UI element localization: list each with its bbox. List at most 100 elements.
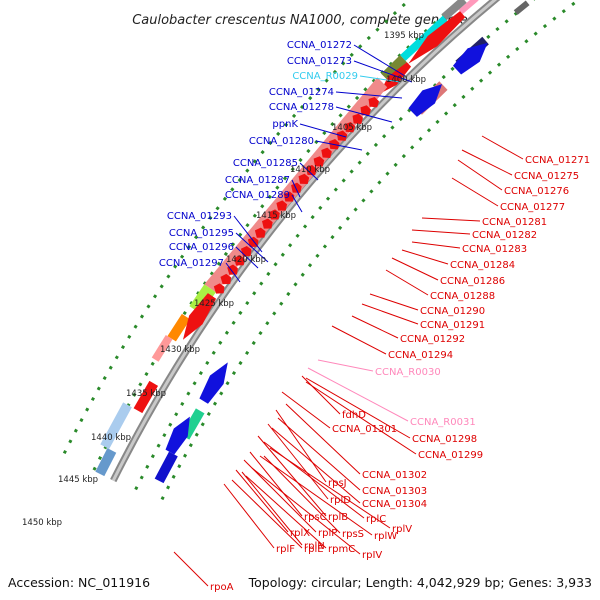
leader-line — [421, 217, 481, 222]
gene-label-right: CCNA_01284 — [450, 260, 515, 271]
leader-line — [263, 455, 341, 534]
gene-label-left: CCNA_01278 — [269, 102, 334, 113]
gene-feature — [100, 402, 132, 450]
gene-arrow — [408, 11, 466, 64]
gene-label-right: rplC — [366, 514, 386, 525]
gene-arrow — [352, 113, 364, 125]
leader-line — [315, 140, 363, 151]
kbp-tick-label: 1415 kbp — [256, 211, 296, 221]
leader-line — [249, 451, 303, 517]
gene-label-right: rplN — [304, 541, 325, 552]
gene-label-right: fdhD — [342, 410, 366, 421]
gene-label-right: rplX — [290, 528, 310, 539]
gene-feature — [133, 380, 159, 414]
gene-arrow — [379, 62, 412, 94]
gene-feature — [151, 335, 173, 362]
gene-arrow — [220, 273, 232, 285]
leader-line — [335, 106, 393, 123]
accession-text: Accession: NC_011916 — [8, 575, 151, 590]
leader-line — [275, 409, 327, 483]
leader-line — [233, 215, 263, 253]
leader-line — [451, 177, 499, 207]
gene-arrow — [283, 191, 295, 202]
leader-line — [257, 435, 327, 517]
gene-labels: CCNA_01272 CCNA_01273 CCNA_R0029 CCNA_01274… — [159, 40, 590, 593]
gene-arrow — [360, 105, 371, 116]
leader-line — [305, 377, 411, 439]
gene-label-left: CCNA_01272 — [287, 40, 352, 51]
gene-arrow — [368, 97, 380, 108]
leader-line — [307, 367, 409, 422]
leader-line — [299, 123, 347, 138]
leader-line — [353, 44, 406, 77]
topology-text: Topology: circular; Length: 4,042,929 bp… — [248, 575, 592, 590]
gene-arrow — [254, 227, 266, 238]
kbp-tick-label: 1450 kbp — [22, 518, 62, 528]
gene-label-right: CCNA_01298 — [412, 434, 477, 445]
gene-feature — [167, 313, 191, 342]
leader-line — [299, 162, 319, 181]
kbp-tick-labels: 1395 kbp 1400 kbp 1405 kbp 1410 kbp 1415 kbp… — [22, 31, 426, 528]
gene-label-right: CCNA_01283 — [462, 244, 527, 255]
gene-label-left: CCNA_01280 — [249, 136, 314, 147]
gene-label-left: CCNA_R0029 — [292, 71, 358, 82]
leader-line — [225, 262, 241, 283]
gene-arrow — [321, 147, 332, 158]
gene-label-right: rplB — [328, 512, 348, 523]
gene-label-right: CCNA_01294 — [388, 350, 453, 361]
gene-label-left: CCNA_01289 — [225, 190, 290, 201]
gene-arrow — [262, 218, 273, 229]
kbp-tick-label: 1420 kbp — [226, 255, 266, 265]
leader-line — [301, 375, 341, 415]
map-title: Caulobacter crescentus NA1000, complete … — [132, 13, 468, 28]
gene-label-right: CCNA_01275 — [514, 171, 579, 182]
gene-feature — [458, 0, 479, 15]
gene-label-right: CCNA_01288 — [430, 291, 495, 302]
leader-line — [361, 303, 419, 325]
leader-line — [391, 257, 439, 281]
leader-line — [269, 447, 391, 529]
gene-arrow — [344, 122, 356, 133]
gene-label-right: rplV — [392, 524, 412, 535]
leader-line — [223, 483, 275, 549]
tick-dot-row — [61, 0, 412, 457]
gene-label-right: rpsS — [342, 529, 364, 540]
leader-lines — [173, 44, 524, 587]
kbp-tick-label: 1405 kbp — [332, 123, 372, 133]
leader-line — [243, 459, 317, 533]
gene-label-left: CCNA_01296 — [169, 242, 234, 253]
gene-label-right: rplW — [374, 531, 397, 542]
gene-feature — [513, 0, 530, 15]
leader-line — [235, 246, 259, 269]
gene-label-right: CCNA_R0030 — [375, 367, 441, 378]
kbp-tick-label: 1410 kbp — [290, 165, 330, 175]
gene-feature — [400, 15, 449, 61]
kbp-tick-label: 1430 kbp — [160, 345, 200, 355]
leader-line — [335, 91, 403, 99]
kbp-tick-label: 1400 kbp — [386, 75, 426, 85]
gene-arrow — [306, 165, 317, 176]
gene-arrow — [213, 283, 225, 294]
gene-label-left: CCNA_01293 — [167, 211, 232, 222]
leader-line — [259, 455, 373, 536]
leader-line — [481, 135, 524, 160]
gene-label-right: rpsJ — [328, 478, 347, 489]
gene-arrow — [234, 255, 245, 266]
leader-line — [317, 359, 374, 372]
leader-line — [401, 249, 449, 265]
gene-label-left: CCNA_01287 — [225, 175, 290, 186]
leader-line — [385, 269, 429, 296]
leader-line — [305, 381, 417, 455]
leader-line — [245, 475, 327, 549]
leader-line — [331, 325, 387, 355]
kbp-tick-label: 1425 kbp — [194, 299, 234, 309]
gene-label-right: rplP — [318, 528, 337, 539]
leader-line — [241, 471, 303, 546]
gene-feature — [381, 55, 407, 81]
gene-feature — [154, 451, 178, 484]
gene-arrow — [165, 416, 190, 455]
gene-label-right: rpmC — [328, 544, 355, 555]
leader-line — [251, 467, 361, 555]
kbp-tick-label: 1440 kbp — [91, 433, 131, 443]
